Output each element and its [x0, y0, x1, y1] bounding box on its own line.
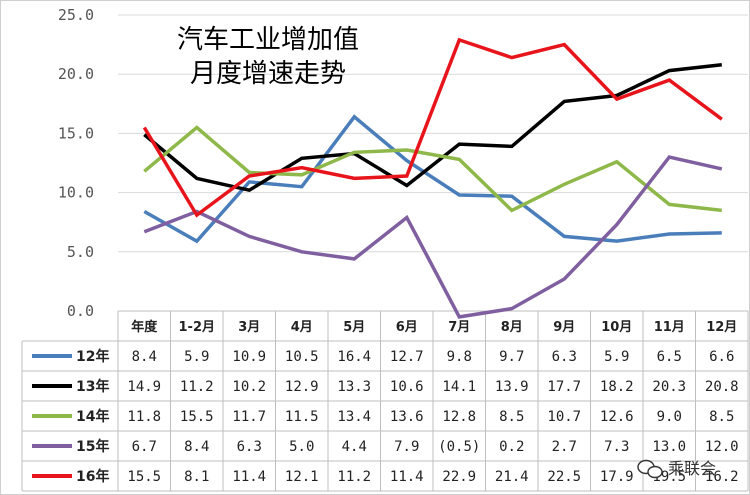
- table-cell-value: 8.5: [499, 409, 524, 425]
- table-cell-value: 12.0: [705, 439, 739, 455]
- legend-label: 12年: [76, 348, 109, 365]
- series-line-13年: [143, 62, 722, 193]
- x-category-label: 5月: [343, 320, 365, 335]
- table-cell-value: 21.4: [495, 469, 529, 485]
- y-tick-label: 5.0: [67, 243, 94, 261]
- legend-label: 15年: [76, 438, 109, 455]
- table-cell-value: 14.9: [127, 379, 161, 395]
- x-category-label: 6月: [396, 320, 418, 335]
- series-line-14年: [143, 125, 722, 213]
- table-cell-value: 9.8: [447, 349, 472, 365]
- table-cell-value: 14.1: [442, 379, 476, 395]
- table-cell-value: 10.7: [547, 409, 581, 425]
- series-line-16年: [142, 37, 723, 218]
- x-category-label: 4月: [291, 320, 313, 335]
- table-cell-value: 15.5: [180, 409, 214, 425]
- table-cell-value: 16.4: [337, 349, 371, 365]
- table-cell-value: 17.9: [600, 469, 634, 485]
- table-cell-value: 8.4: [132, 349, 157, 365]
- table-cell-value: 13.9: [495, 379, 529, 395]
- legend-label: 13年: [76, 378, 109, 395]
- x-category-label: 1-2月: [179, 320, 216, 335]
- table-cell-value: 13.3: [337, 379, 371, 395]
- table-cell-value: 11.2: [337, 469, 371, 485]
- table-cell-value: 6.6: [709, 349, 734, 365]
- y-tick-label: 10.0: [58, 184, 94, 202]
- table-cell-value: 6.3: [552, 349, 577, 365]
- table-cell-value: 13.4: [337, 409, 371, 425]
- table-cell-value: 0.2: [499, 439, 524, 455]
- y-axis-ticks: 0.0 5.0 10.0 15.0 20.0 25.0: [58, 6, 94, 320]
- table-cell-value: 9.7: [499, 349, 524, 365]
- table-cell-value: 20.3: [652, 379, 686, 395]
- x-category-label: 3月: [238, 320, 260, 335]
- x-category-label: 7月: [448, 320, 470, 335]
- table-cell-value: 10.2: [232, 379, 266, 395]
- table-cell-value: 2.7: [552, 439, 577, 455]
- table-cell-value: 17.7: [547, 379, 581, 395]
- table-cell-value: 5.0: [289, 439, 314, 455]
- chart-title-line-2: 月度增速走势: [190, 59, 346, 89]
- table-cell-value: 5.9: [184, 349, 209, 365]
- table-cell-value: 12.1: [285, 469, 319, 485]
- table-cell-value: 12.9: [285, 379, 319, 395]
- table-cell-value: 11.8: [127, 409, 161, 425]
- y-tick-label: 0.0: [67, 302, 94, 320]
- table-cell-value: 11.5: [285, 409, 319, 425]
- table-cell-value: 13.6: [390, 409, 424, 425]
- table-cell-value: 10.6: [390, 379, 424, 395]
- series-lines: [142, 37, 723, 319]
- y-tick-label: 15.0: [58, 124, 94, 142]
- table-cell-value: 12.8: [442, 409, 476, 425]
- table-cell-value: 20.8: [705, 379, 739, 395]
- table-cell-value: 7.3: [604, 439, 629, 455]
- table-cell-value: 6.5: [657, 349, 682, 365]
- wechat-logo-icon: [637, 459, 663, 479]
- table-cell-value: 16.2: [705, 469, 739, 485]
- legend-label: 16年: [76, 468, 109, 485]
- table-cell-value: 12.6: [600, 409, 634, 425]
- table-cell-value: 12.7: [390, 349, 424, 365]
- y-tick-label: 20.0: [58, 65, 94, 83]
- table-cell-value: 11.2: [180, 379, 214, 395]
- table-cell-value: 5.9: [604, 349, 629, 365]
- table-cell-value: 11.4: [232, 469, 266, 485]
- x-category-label: 9月: [553, 320, 575, 335]
- table-cell-value: 6.7: [132, 439, 157, 455]
- table-cell-value: 11.4: [390, 469, 424, 485]
- legend-label: 14年: [76, 408, 109, 425]
- x-category-label: 11月: [654, 320, 685, 335]
- x-category-label: 10月: [601, 320, 632, 335]
- table-cell-value: 8.5: [709, 409, 734, 425]
- table-cell-value: 4.4: [342, 439, 367, 455]
- table-cell-value: 22.5: [547, 469, 581, 485]
- y-tick-label: 25.0: [58, 6, 94, 24]
- watermark: 乘联会: [637, 459, 716, 479]
- table-cell-value: (0.5): [438, 439, 480, 455]
- chart-title-line-1: 汽车工业增加值: [177, 25, 359, 55]
- series-line-15年: [143, 155, 723, 319]
- x-category-label: 12月: [706, 320, 737, 335]
- table-cell-value: 8.4: [184, 439, 209, 455]
- table-cell-value: 22.9: [442, 469, 476, 485]
- table-cell-value: 6.3: [237, 439, 262, 455]
- table-cell-value: 9.0: [657, 409, 682, 425]
- table-cell-value: 10.9: [232, 349, 266, 365]
- x-category-label: 8月: [501, 320, 523, 335]
- table-cell-value: 7.9: [394, 439, 419, 455]
- data-table: 年度 1-2月 3月 4月 5月 6月 7月 8月 9月 10月 11月 12月 12年 8.4 5.9 10…: [21, 310, 749, 492]
- table-cell-value: 11.7: [232, 409, 266, 425]
- table-cell-value: 10.5: [285, 349, 319, 365]
- table-cell-value: 18.2: [600, 379, 634, 395]
- table-cell-value: 8.1: [184, 469, 209, 485]
- watermark-text: 乘联会: [668, 459, 716, 478]
- table-cell-value: 15.5: [127, 469, 161, 485]
- x-category-label: 年度: [131, 319, 158, 335]
- table-cell-value: 13.0: [652, 439, 686, 455]
- series-line-12年: [143, 114, 722, 244]
